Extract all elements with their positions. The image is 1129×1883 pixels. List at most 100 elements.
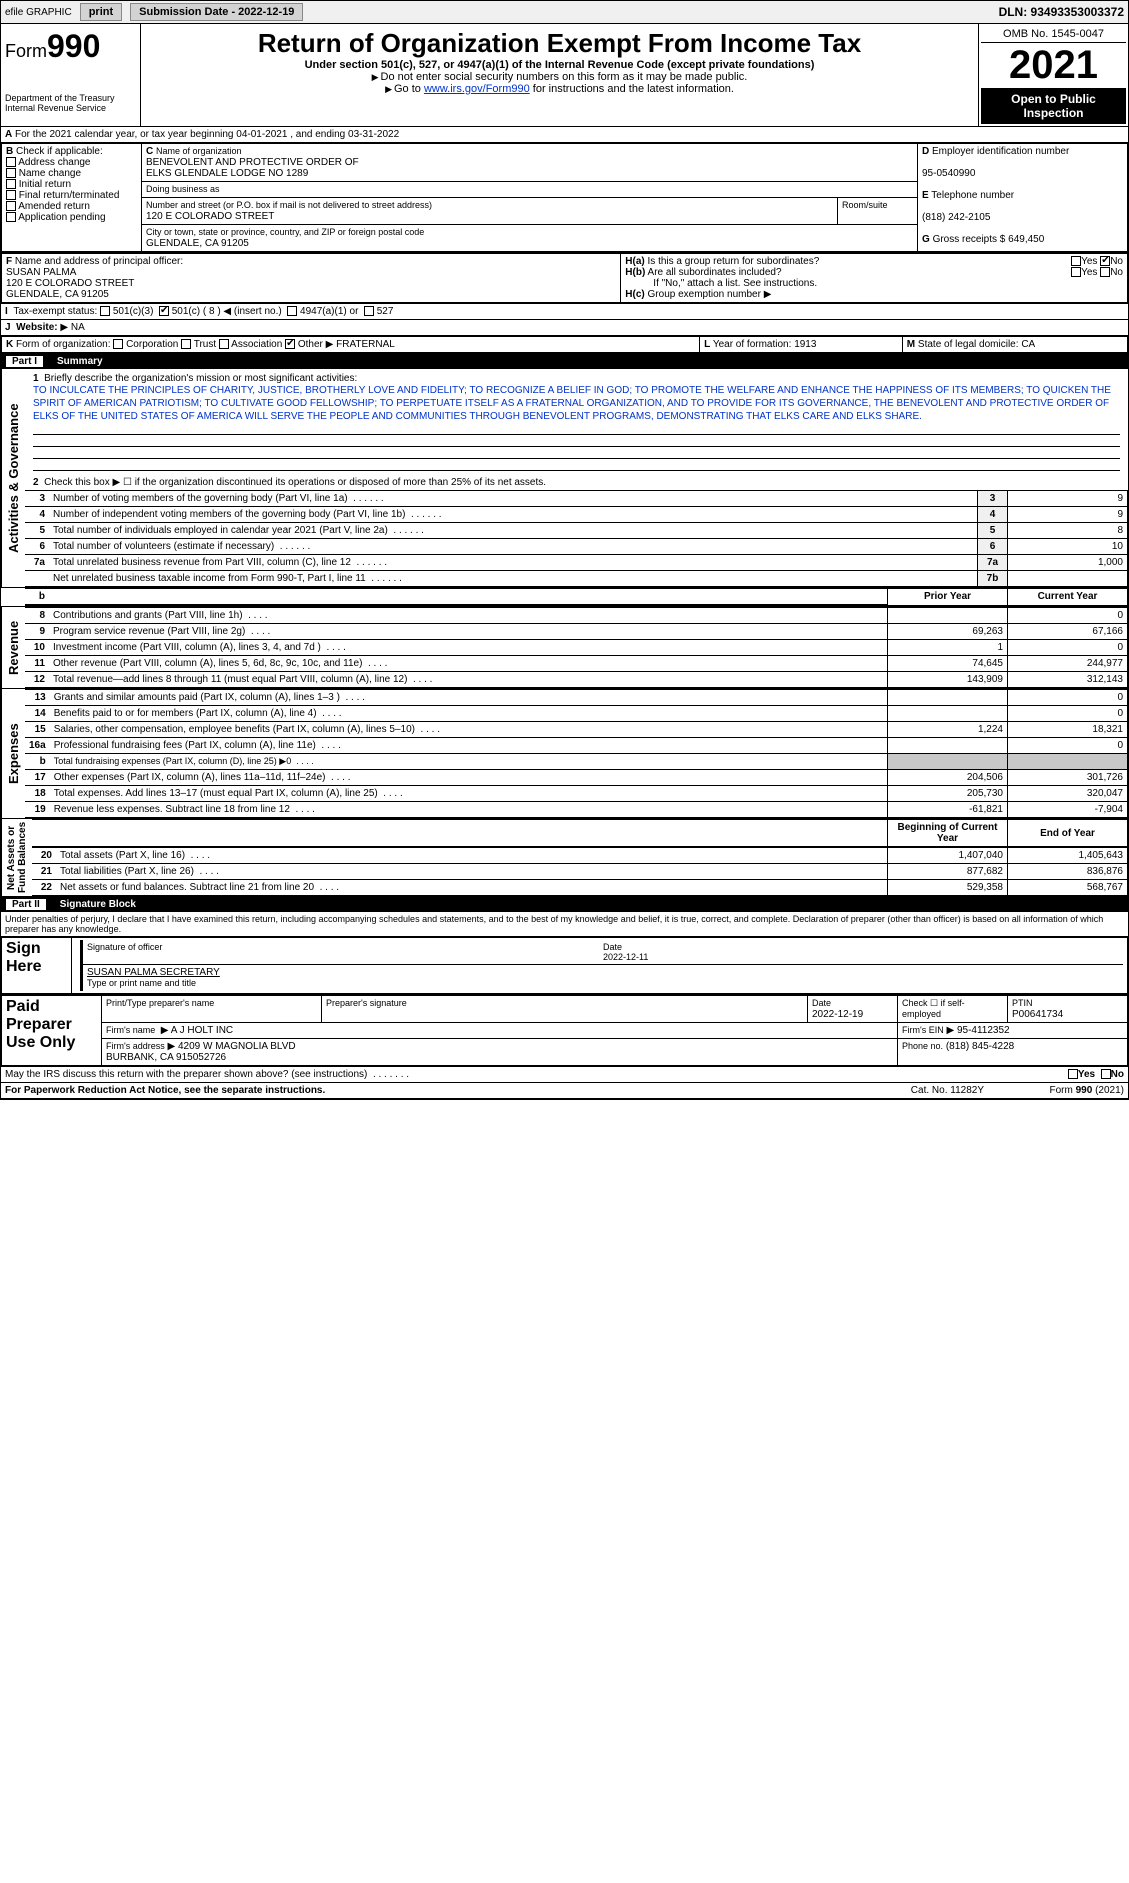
- form-subtitle: Under section 501(c), 527, or 4947(a)(1)…: [145, 59, 974, 71]
- officer-addr2: GLENDALE, CA 91205: [6, 289, 109, 300]
- dba-label: Doing business as: [146, 184, 220, 194]
- discuss-no[interactable]: [1101, 1069, 1111, 1079]
- dept-treasury: Department of the Treasury Internal Reve…: [5, 93, 136, 113]
- state-domicile: CA: [1021, 339, 1035, 350]
- sig-name: SUSAN PALMA SECRETARY: [87, 967, 220, 978]
- d-label: Employer identification number: [932, 146, 1069, 157]
- k-other[interactable]: [285, 339, 295, 349]
- governance-table: 3Number of voting members of the governi…: [25, 490, 1128, 587]
- print-button[interactable]: print: [80, 3, 122, 21]
- form-ref: Form 990 (2021): [988, 1083, 1128, 1098]
- sig-officer-label: Signature of officer: [87, 942, 603, 962]
- form-header: Form990 Department of the Treasury Inter…: [0, 24, 1129, 127]
- cat-no: Cat. No. 11282Y: [907, 1083, 988, 1098]
- org-name: BENEVOLENT AND PROTECTIVE ORDER OF ELKS …: [146, 157, 359, 179]
- mission-prompt: Briefly describe the organization's miss…: [44, 373, 357, 384]
- b-check[interactable]: [6, 157, 16, 167]
- ha-no[interactable]: [1100, 256, 1110, 266]
- mission-text: TO INCULCATE THE PRINCIPLES OF CHARITY, …: [33, 384, 1120, 423]
- g-label: Gross receipts $: [933, 234, 1006, 245]
- b-check[interactable]: [6, 168, 16, 178]
- tax-year-range: For the 2021 calendar year, or tax year …: [15, 129, 399, 140]
- b-check[interactable]: [6, 190, 16, 200]
- k-other-val: FRATERNAL: [336, 339, 395, 350]
- sidebar-expenses: Expenses: [1, 689, 25, 818]
- revenue-block: Revenue 8Contributions and grants (Part …: [0, 607, 1129, 689]
- ha-yes[interactable]: [1071, 256, 1081, 266]
- summary-body: Activities & Governance 1 Briefly descri…: [0, 369, 1129, 588]
- discuss-yes[interactable]: [1068, 1069, 1078, 1079]
- sidebar-activities: Activities & Governance: [1, 369, 25, 587]
- f-label: Name and address of principal officer:: [15, 256, 183, 267]
- b-check[interactable]: [6, 212, 16, 222]
- boy-hdr: Beginning of Current Year: [888, 820, 1008, 847]
- firm-ein: A J HOLT INC: [171, 1025, 233, 1036]
- expenses-block: Expenses 13Grants and similar amounts pa…: [0, 689, 1129, 819]
- part1-header: Part ISummary: [0, 354, 1129, 369]
- dln: DLN: 93493353003372: [999, 5, 1124, 19]
- officer-name: SUSAN PALMA: [6, 267, 76, 278]
- year-formation: 1913: [794, 339, 816, 350]
- form-note1: Do not enter social security numbers on …: [145, 71, 974, 83]
- firm-phone: (818) 845-4228: [946, 1041, 1014, 1052]
- pra: For Paperwork Reduction Act Notice, see …: [5, 1085, 325, 1096]
- line-klm: K Form of organization: Corporation Trus…: [0, 336, 1129, 354]
- submission-date: Submission Date - 2022-12-19: [130, 3, 303, 21]
- sign-here: Sign Here: [2, 938, 72, 994]
- sidebar-revenue: Revenue: [1, 607, 25, 688]
- sig-date: 2022-12-11: [603, 952, 648, 962]
- part2-header: Part IISignature Block: [0, 897, 1129, 912]
- prep-date: 2022-12-19: [812, 1009, 863, 1020]
- netassets-table: 20Total assets (Part X, line 16) . . . .…: [32, 847, 1128, 896]
- form-title: Return of Organization Exempt From Incom…: [145, 28, 974, 59]
- i-501c[interactable]: [159, 306, 169, 316]
- officer-addr1: 120 E COLORADO STREET: [6, 278, 134, 289]
- i-527[interactable]: [364, 306, 374, 316]
- gross-receipts: 649,450: [1008, 234, 1044, 245]
- sig-name-label: Type or print name and title: [87, 978, 196, 988]
- hb: Are all subordinates included?: [648, 267, 782, 278]
- netassets-header-row: Net Assets orFund Balances Beginning of …: [0, 819, 1129, 897]
- ein: 95-0540990: [922, 168, 975, 179]
- revenue-table: 8Contributions and grants (Part VIII, li…: [25, 607, 1128, 688]
- paid-preparer-block: Paid Preparer Use Only Print/Type prepar…: [0, 995, 1129, 1067]
- hb-yes[interactable]: [1071, 267, 1081, 277]
- i-4947[interactable]: [287, 306, 297, 316]
- open-public: Open to Public Inspection: [981, 88, 1126, 124]
- form-number: Form990: [5, 28, 136, 65]
- irs-link[interactable]: www.irs.gov/Form990: [424, 83, 530, 95]
- b-check[interactable]: [6, 179, 16, 189]
- phone: (818) 242-2105: [922, 212, 990, 223]
- line-i: I Tax-exempt status: 501(c)(3) 501(c) ( …: [0, 304, 1129, 320]
- self-emp: Check ☐ if self-employed: [902, 998, 965, 1019]
- b-checkboxes: Address change Name change Initial retur…: [6, 157, 119, 223]
- hb-note: If "No," attach a list. See instructions…: [653, 278, 817, 289]
- sidebar-netassets: Net Assets orFund Balances: [1, 819, 32, 896]
- footer-row: For Paperwork Reduction Act Notice, see …: [0, 1083, 1129, 1100]
- ptin: P00641734: [1012, 1009, 1063, 1020]
- year-header-row: x b Prior Year Current Year: [0, 588, 1129, 607]
- line-a: A For the 2021 calendar year, or tax yea…: [0, 127, 1129, 143]
- street: 120 E COLORADO STREET: [146, 211, 274, 222]
- hb-no[interactable]: [1100, 267, 1110, 277]
- efile-label: efile GRAPHIC: [5, 7, 72, 18]
- room-label: Room/suite: [842, 200, 888, 210]
- block-bcdeg: B Check if applicable: Address change Na…: [0, 143, 1129, 253]
- city: GLENDALE, CA 91205: [146, 238, 249, 249]
- i-501c3[interactable]: [100, 306, 110, 316]
- k-corp[interactable]: [113, 339, 123, 349]
- website: NA: [71, 322, 85, 333]
- line-j: J Website: ▶ NA: [0, 320, 1129, 336]
- current-year-hdr: Current Year: [1008, 589, 1128, 606]
- expenses-table: 13Grants and similar amounts paid (Part …: [25, 689, 1128, 818]
- hc: Group exemption number: [648, 289, 761, 300]
- b-label: Check if applicable:: [16, 146, 103, 157]
- line2: Check this box ▶ ☐ if the organization d…: [44, 477, 546, 488]
- ha: Is this a group return for subordinates?: [648, 256, 820, 267]
- discuss-row: May the IRS discuss this return with the…: [0, 1067, 1129, 1083]
- efile-topbar: efile GRAPHIC print Submission Date - 20…: [0, 0, 1129, 24]
- k-trust[interactable]: [181, 339, 191, 349]
- sig-declaration: Under penalties of perjury, I declare th…: [0, 912, 1129, 937]
- b-check[interactable]: [6, 201, 16, 211]
- k-assoc[interactable]: [219, 339, 229, 349]
